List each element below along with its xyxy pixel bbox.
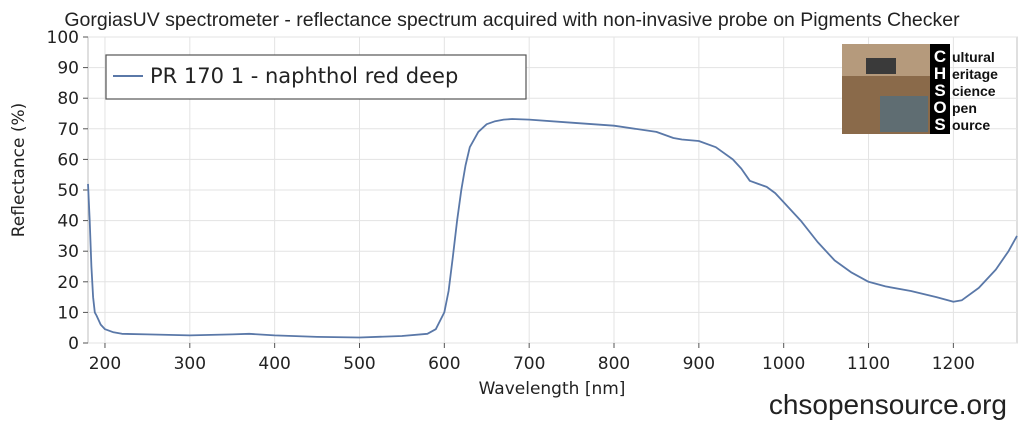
- y-tick-label: 80: [57, 89, 79, 109]
- x-tick-label: 400: [258, 354, 290, 374]
- y-axis-title: Reflectance (%): [9, 103, 29, 238]
- logo-photo-checker: [880, 96, 928, 132]
- logo-letter-s2: S: [934, 115, 945, 134]
- logo-letter-s: S: [934, 81, 945, 100]
- chart-title: GorgiasUV spectrometer - reflectance spe…: [64, 9, 960, 31]
- logo-word-science: cience: [952, 83, 996, 99]
- chsos-logo: C H S O S ultural eritage cience pen our…: [842, 44, 998, 134]
- y-tick-label: 60: [57, 150, 79, 170]
- logo-word-cultural: ultural: [952, 49, 995, 65]
- y-tick-label: 30: [57, 242, 79, 262]
- logo-word-source: ource: [952, 117, 990, 133]
- legend-box: [105, 54, 527, 100]
- logo-letter-h: H: [934, 64, 946, 83]
- x-tick-label: 1200: [932, 354, 975, 374]
- y-axis-ticks: 0 10 20 30 40 50 60 70 80 90 100: [47, 28, 88, 354]
- y-tick-label: 40: [57, 212, 79, 232]
- x-tick-label: 200: [89, 354, 121, 374]
- logo-letter-o: O: [933, 98, 946, 117]
- x-tick-label: 700: [513, 354, 545, 374]
- x-tick-label: 1000: [762, 354, 805, 374]
- y-tick-label: 70: [57, 120, 79, 140]
- y-tick-label: 50: [57, 181, 79, 201]
- logo-letter-c: C: [934, 47, 946, 66]
- x-tick-label: 1100: [847, 354, 890, 374]
- x-tick-label: 300: [174, 354, 206, 374]
- y-tick-label: 20: [57, 273, 79, 293]
- x-tick-label: 800: [598, 354, 630, 374]
- y-tick-label: 90: [57, 59, 79, 79]
- series-line-pr170: [87, 118, 1018, 339]
- y-tick-label: 100: [47, 28, 79, 48]
- y-tick-label: 0: [68, 334, 79, 354]
- logo-letter-bar: [930, 44, 950, 134]
- x-axis-title: Wavelength [nm]: [479, 379, 626, 399]
- y-tick-label: 10: [57, 303, 79, 323]
- x-tick-label: 600: [428, 354, 460, 374]
- x-tick-label: 500: [343, 354, 375, 374]
- logo-word-heritage: eritage: [952, 66, 998, 82]
- footer-url: chsopensource.org: [769, 389, 1007, 420]
- logo-word-open: pen: [952, 100, 977, 116]
- legend: PR 170 1 - naphthol red deep: [105, 54, 527, 100]
- x-tick-label: 900: [683, 354, 715, 374]
- legend-label: PR 170 1 - naphthol red deep: [150, 64, 458, 88]
- x-axis-ticks: 200 300 400 500 600 700 800 900 1000 1100 1200: [89, 343, 975, 374]
- logo-photo-device: [866, 58, 896, 74]
